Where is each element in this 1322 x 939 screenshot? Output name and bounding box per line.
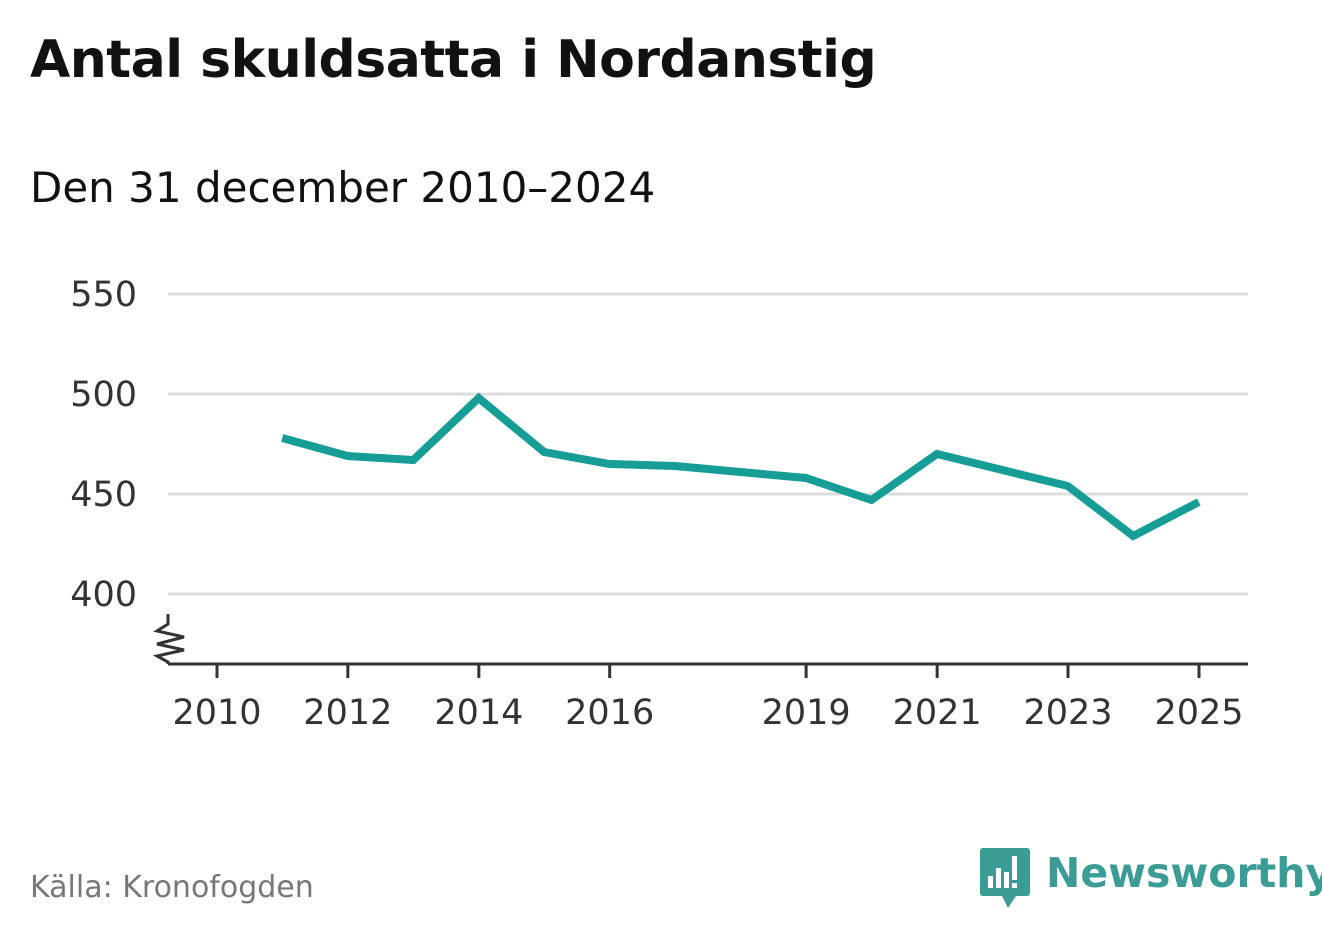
source-note: Källa: Kronofogden bbox=[30, 870, 314, 905]
series-layer bbox=[281, 392, 1201, 541]
grid-lines bbox=[168, 292, 1248, 596]
chart-title: Antal skuldsatta i Nordanstig bbox=[30, 30, 877, 90]
x-tick-label: 2012 bbox=[303, 693, 392, 733]
x-tick-label: 2016 bbox=[565, 693, 654, 733]
x-tick-label: 2023 bbox=[1023, 693, 1112, 733]
x-tick-label: 2014 bbox=[434, 693, 523, 733]
y-tick-label: 550 bbox=[70, 275, 137, 315]
x-tick-label: 2025 bbox=[1154, 693, 1243, 733]
chart-subtitle: Den 31 december 2010–2024 bbox=[30, 163, 656, 212]
y-tick-label: 400 bbox=[70, 575, 137, 615]
brand-name: Newsworthy bbox=[1046, 849, 1322, 897]
y-axis-tick-labels: 400 450 500 550 bbox=[70, 275, 137, 615]
x-tick-label: 2021 bbox=[893, 693, 982, 733]
y-tick-label: 450 bbox=[70, 475, 137, 515]
x-tick-label: 2010 bbox=[172, 693, 261, 733]
series-line-0 bbox=[281, 392, 1201, 541]
y-tick-label: 500 bbox=[70, 375, 137, 415]
x-axis-tick-labels: 2010 2012 2014 2016 2019 2021 2023 2025 bbox=[172, 693, 1243, 733]
x-axis bbox=[152, 614, 1248, 678]
newsworthy-logo: Newsworthy bbox=[980, 848, 1322, 912]
x-tick-label: 2019 bbox=[762, 693, 851, 733]
y-axis-break-mark bbox=[152, 614, 185, 664]
newsworthy-logo-icon bbox=[980, 848, 1030, 908]
